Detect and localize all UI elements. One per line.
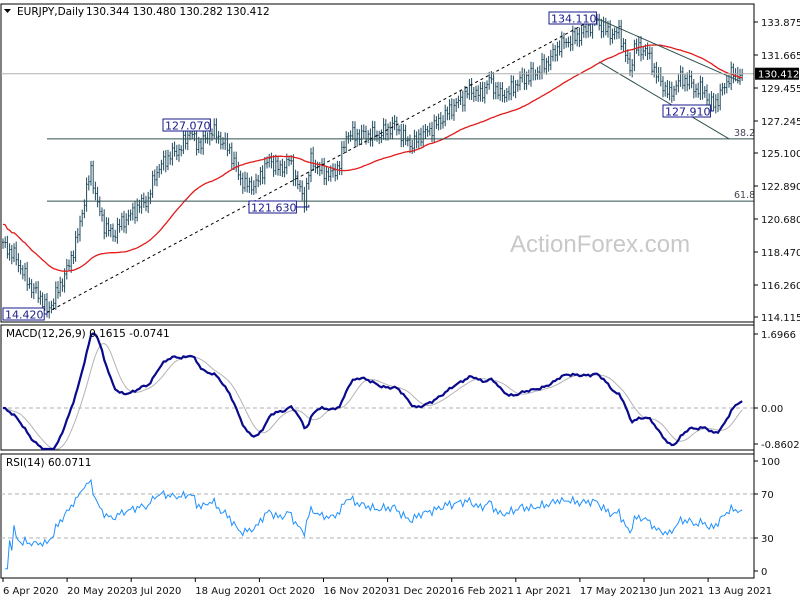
rsi-y-tick-label: 70 (761, 490, 774, 501)
current-price-label: 130.412 (758, 70, 799, 81)
y-tick-label: 129.455 (761, 84, 800, 95)
y-tick-label: 131.665 (761, 51, 800, 62)
triangle-down-icon[interactable] (4, 9, 11, 13)
y-tick-label: 133.875 (761, 18, 800, 29)
y-tick-label: 120.680 (761, 215, 800, 226)
y-tick-label: 114.115 (761, 313, 800, 324)
y-tick-label: 127.245 (761, 117, 800, 128)
y-tick-label: 125.100 (761, 149, 800, 160)
rsi-panel[interactable] (0, 453, 755, 579)
x-tick-label: 31 Dec 2020 (388, 586, 452, 597)
label-text: 134.110 (551, 13, 597, 26)
price-label: 134.110 (548, 11, 597, 26)
label-text: 127.070 (165, 120, 211, 133)
watermark: ActionForex.com (510, 231, 690, 258)
label-box (662, 104, 711, 118)
current-price-badge (755, 67, 799, 80)
rsi-line (5, 478, 743, 570)
x-tick-label: 20 May 2020 (67, 586, 132, 597)
x-tick-label: 16 Nov 2020 (324, 586, 388, 597)
label-box (162, 118, 211, 132)
x-tick-label: 6 Apr 2020 (3, 586, 58, 597)
y-tick-label: 122.890 (761, 182, 800, 193)
x-tick-label: 18 Aug 2020 (195, 586, 259, 597)
price-bars (2, 11, 744, 319)
moving-average-line (2, 44, 743, 272)
x-tick-label: 1 Apr 2021 (516, 586, 571, 597)
rsi-title: RSI(14) 60.0711 (6, 457, 91, 469)
price-label: 14.420 (2, 307, 48, 322)
macd-y-tick-label: 1.6966 (761, 330, 796, 341)
macd-y-tick-label: 0.00 (761, 404, 783, 415)
x-tick-label: 1 Oct 2020 (259, 586, 314, 597)
fib-level-label: 61.8 (734, 190, 755, 201)
label-box (248, 200, 297, 214)
fib-level-label: 38.2 (734, 128, 755, 139)
trend-line[interactable] (596, 18, 741, 82)
x-tick-label: 16 Feb 2021 (452, 586, 514, 597)
macd-title: MACD(12,26,9) 0.1615 -0.0741 (6, 328, 170, 340)
x-tick-label: 17 May 2021 (580, 586, 645, 597)
x-tick-label: 3 Jul 2020 (131, 586, 181, 597)
label-text: 121.630 (251, 202, 297, 215)
rsi-y-tick-label: 0 (761, 567, 767, 578)
macd-signal-line (3, 342, 743, 450)
x-tick-label: 30 Jun 2021 (644, 586, 704, 597)
macd-y-tick-label: -0.8602 (761, 440, 800, 451)
x-tick-label: 13 Aug 2021 (708, 586, 772, 597)
y-tick-label: 118.470 (761, 248, 800, 259)
price-label: 127.910 (662, 104, 715, 119)
symbol-timeframe: EURJPY,Daily (17, 6, 84, 18)
ohlc-values: 130.344 130.480 130.282 130.412 (86, 6, 270, 18)
label-box (2, 307, 45, 321)
price-label: 121.630 (248, 200, 310, 215)
label-box (548, 11, 597, 25)
y-tick-label: 116.260 (761, 281, 800, 292)
rsi-y-tick-label: 100 (761, 457, 780, 468)
label-connector (44, 312, 48, 315)
trend-line[interactable] (46, 18, 596, 313)
label-text: 127.910 (665, 106, 711, 119)
rsi-y-tick-label: 30 (761, 534, 774, 545)
trend-line[interactable] (598, 61, 730, 140)
price-label: 127.070 (162, 118, 211, 133)
label-text: 14.420 (5, 309, 44, 322)
macd-main-line (2, 332, 743, 451)
